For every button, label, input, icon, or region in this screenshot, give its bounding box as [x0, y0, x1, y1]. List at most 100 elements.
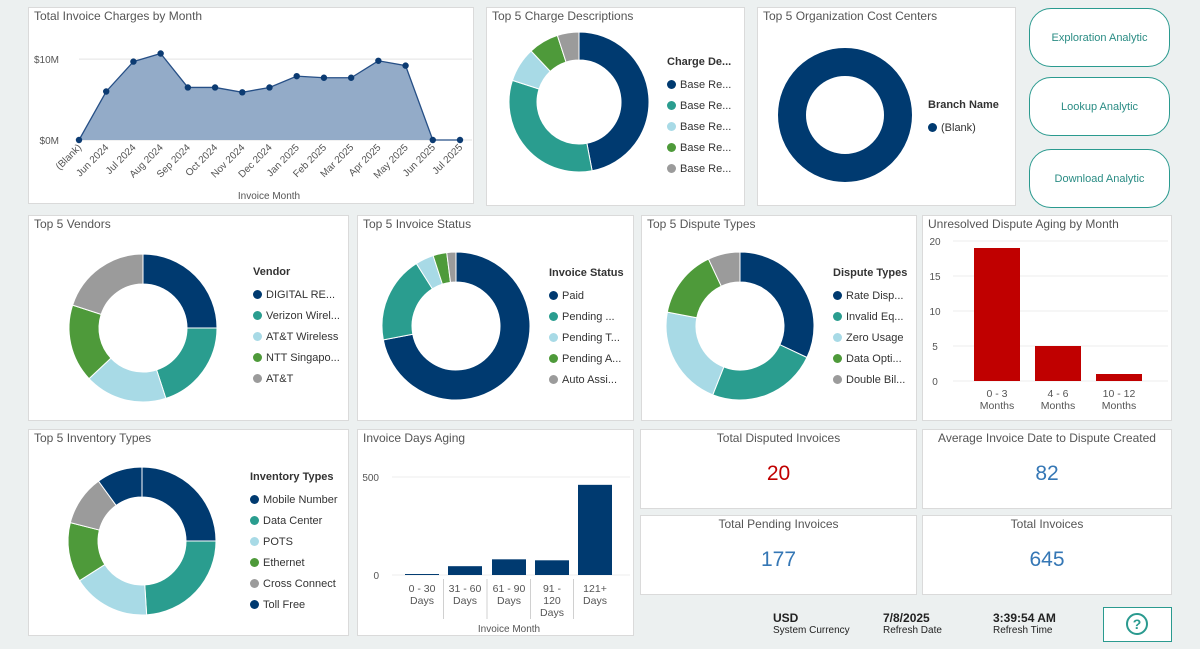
charges-point[interactable] [211, 84, 219, 91]
vendors-slice-2[interactable] [155, 327, 218, 400]
legend-dot-icon [250, 579, 259, 588]
legend-item[interactable]: Base Re... [667, 74, 731, 95]
vendors-slice-5[interactable] [71, 253, 144, 316]
dispute-types-donut[interactable] [642, 216, 917, 421]
kpi-disputed-title: Total Disputed Invoices [716, 431, 841, 445]
inventory-slice-1[interactable] [141, 466, 217, 542]
charge-desc-slice-5[interactable] [556, 31, 580, 63]
legend-item[interactable]: Verizon Wirel... [253, 305, 340, 326]
legend-item[interactable]: Double Bil... [833, 369, 907, 390]
charge-desc-legend: Charge De... Base Re... Base Re... Base Re.… [667, 56, 731, 179]
legend-item[interactable]: POTS [250, 531, 338, 552]
charges-point[interactable] [347, 74, 355, 81]
charges-point[interactable] [184, 84, 192, 91]
days-bar[interactable] [405, 574, 439, 575]
exploration-analytic-button[interactable]: Exploration Analytic [1029, 8, 1170, 67]
charges-point[interactable] [456, 136, 464, 144]
charges-point[interactable] [239, 89, 246, 96]
legend-item[interactable]: Cross Connect [250, 573, 338, 594]
legend-item[interactable]: Data Opti... [833, 348, 907, 369]
legend-item[interactable]: NTT Singapo... [253, 347, 340, 368]
legend-label: Cross Connect [263, 577, 336, 590]
inventory-types-donut[interactable] [29, 430, 349, 636]
charges-point[interactable] [75, 136, 83, 144]
kpi-total-title: Total Invoices [1010, 517, 1084, 531]
vendors-title: Top 5 Vendors [34, 217, 111, 231]
status-slice-5[interactable] [446, 251, 457, 283]
legend-item[interactable]: Ethernet [250, 552, 338, 573]
charges-point[interactable] [130, 58, 137, 65]
refresh-date: 7/8/2025 Refresh Date [883, 611, 942, 636]
legend-item[interactable]: DIGITAL RE... [253, 284, 340, 305]
legend-label: Base Re... [680, 141, 732, 154]
legend-item[interactable]: Auto Assi... [549, 369, 624, 390]
legend-item[interactable]: Data Center [250, 510, 338, 531]
charges-point[interactable] [320, 74, 328, 81]
days-bar[interactable] [535, 560, 569, 575]
charges-point[interactable] [375, 57, 382, 64]
cost-centers-donut[interactable] [758, 8, 1016, 206]
legend-item[interactable]: (Blank) [928, 117, 999, 138]
aging-bar[interactable] [1035, 346, 1081, 381]
invoice-charges-title: Total Invoice Charges by Month [34, 9, 203, 23]
charge-desc-slice-2[interactable] [508, 79, 593, 173]
legend-dot-icon [250, 537, 259, 546]
legend-item[interactable]: Base Re... [667, 116, 731, 137]
dispute-slice-5[interactable] [707, 251, 741, 287]
charges-point[interactable] [429, 136, 436, 144]
legend-item[interactable]: Pending ... [549, 306, 624, 327]
inventory-slice-2[interactable] [144, 540, 217, 616]
charges-point[interactable] [157, 50, 164, 57]
legend-item[interactable]: Pending A... [549, 348, 624, 369]
legend-dot-icon [250, 600, 259, 609]
download-analytic-button[interactable]: Download Analytic [1029, 149, 1170, 208]
aging-bar[interactable] [1096, 374, 1142, 381]
charge-desc-slice-1[interactable] [578, 31, 650, 172]
lookup-analytic-button[interactable]: Lookup Analytic [1029, 77, 1170, 136]
help-button[interactable]: ? [1103, 607, 1172, 642]
legend-title: Charge De... [667, 56, 732, 68]
charges-point[interactable] [402, 62, 409, 69]
legend-item[interactable]: Rate Disp... [833, 285, 907, 306]
legend-label: Verizon Wirel... [266, 309, 340, 322]
status-slice-1[interactable] [382, 251, 531, 401]
kpi-total-value: 645 [1029, 548, 1065, 571]
days-bar[interactable] [492, 559, 526, 575]
days-xtick-label: 121+ [583, 583, 607, 595]
legend-item[interactable]: Base Re... [667, 95, 731, 116]
days-bar[interactable] [578, 484, 612, 575]
legend-dot-icon [667, 164, 676, 173]
invoice-status-donut[interactable] [358, 216, 634, 421]
charge-desc-donut[interactable] [487, 8, 745, 206]
legend-item[interactable]: Paid [549, 285, 624, 306]
legend-item[interactable]: Toll Free [250, 594, 338, 615]
legend-item[interactable]: Base Re... [667, 137, 731, 158]
legend-label: (Blank) [941, 121, 976, 134]
legend-item[interactable]: AT&T [253, 368, 340, 389]
kpi-pending-title: Total Pending Invoices [718, 517, 839, 531]
charges-point[interactable] [293, 72, 300, 80]
inventory-slice-6[interactable] [97, 466, 143, 507]
vendors-donut[interactable] [29, 216, 349, 421]
legend-item[interactable]: Mobile Number [250, 489, 338, 510]
legend-item[interactable]: Pending T... [549, 327, 624, 348]
days-bar[interactable] [448, 566, 482, 575]
charges-point[interactable] [266, 84, 273, 91]
legend-item[interactable]: Invalid Eq... [833, 306, 907, 327]
vendors-slice-1[interactable] [142, 253, 218, 329]
legend-item[interactable]: AT&T Wireless [253, 326, 340, 347]
cost-centers-legend: Branch Name (Blank) [928, 99, 999, 138]
dispute-slice-2[interactable] [712, 344, 808, 401]
days-xtick-label: Days [453, 595, 477, 607]
charges-point[interactable] [103, 88, 110, 95]
legend-item[interactable]: Base Re... [667, 158, 731, 179]
dispute-slice-3[interactable] [665, 311, 725, 396]
aging-xtick-label: 4 - 6 [1047, 388, 1068, 400]
dispute-slice-1[interactable] [739, 251, 815, 359]
aging-bar[interactable] [974, 248, 1020, 381]
cost-center-slice-1[interactable] [778, 48, 912, 182]
legend-item[interactable]: Zero Usage [833, 327, 907, 348]
